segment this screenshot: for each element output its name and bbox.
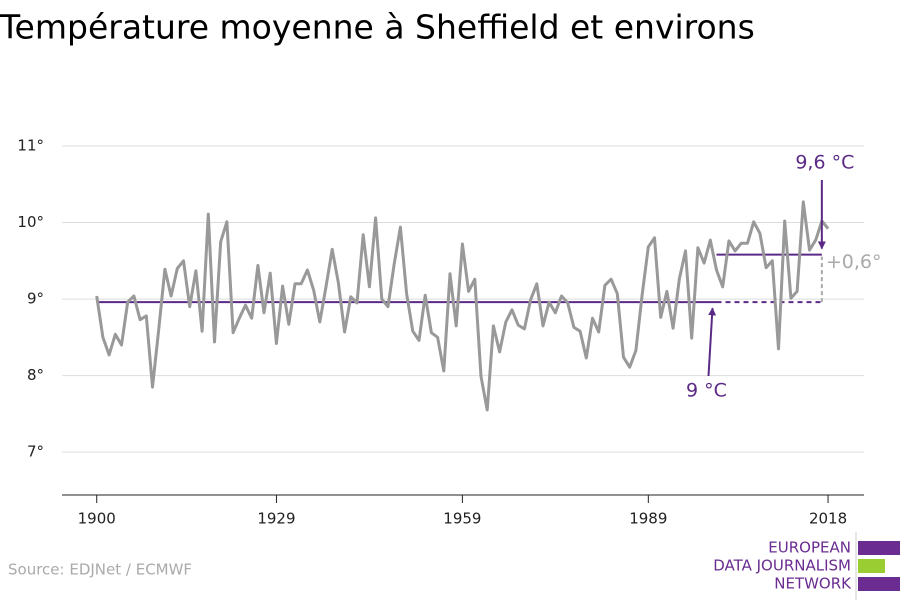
chart-title: Température moyenne à Sheffield et envir… (0, 8, 755, 47)
logo-text: EUROPEAN (768, 539, 851, 557)
y-tick-label: 8° (27, 366, 44, 384)
logo-bar (858, 577, 900, 591)
temperature-line (95, 200, 830, 412)
logo-bar (858, 541, 900, 555)
y-tick-label: 9° (27, 290, 44, 308)
logo-text: NETWORK (774, 575, 852, 593)
x-tick-label: 1989 (629, 510, 667, 528)
annotation-label: 9,6 °C (795, 152, 854, 174)
y-tick-label: 11° (17, 137, 44, 155)
x-tick-label: 1929 (257, 510, 295, 528)
x-tick-label: 1900 (78, 510, 116, 528)
logo-bar (858, 559, 885, 573)
y-tick-label: 10° (17, 213, 44, 231)
logo-text: DATA JOURNALISM (713, 557, 851, 575)
x-tick-label: 1959 (443, 510, 481, 528)
difference-label: +0,6° (826, 251, 882, 273)
y-tick-label: 7° (27, 443, 44, 461)
x-tick-label: 2018 (809, 510, 847, 528)
source: Source: EDJNet / ECMWF (8, 561, 192, 579)
annotation-arrow (707, 307, 717, 377)
annotation-label: 9 °C (686, 380, 727, 402)
